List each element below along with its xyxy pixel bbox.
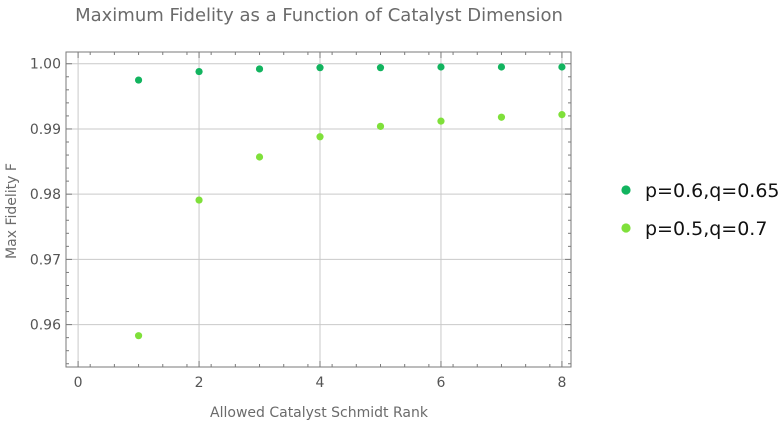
y-tick-label: 0.99 — [30, 122, 61, 138]
data-point-series-1 — [437, 63, 445, 71]
legend: p=0.6,q=0.65 p=0.5,q=0.7 — [621, 180, 780, 240]
axis-ticks: 0 2 4 6 8 0.96 0.97 0.98 0.99 1.00 — [30, 52, 571, 391]
y-tick-label: 1.00 — [30, 57, 61, 73]
x-tick-label: 6 — [437, 375, 446, 391]
data-point-series-2 — [376, 122, 385, 130]
data-point-series-2 — [437, 117, 445, 125]
y-tick-label: 0.96 — [30, 318, 61, 334]
y-tick-label: 0.97 — [30, 252, 61, 268]
legend-marker — [621, 185, 631, 195]
grid-lines — [66, 52, 571, 367]
x-tick-label: 4 — [316, 375, 325, 391]
x-tick-label: 0 — [74, 375, 83, 391]
x-axis-label: Allowed Catalyst Schmidt Rank — [210, 405, 429, 421]
data-point-series-2 — [255, 153, 264, 161]
data-points — [134, 63, 566, 340]
data-point-series-2 — [497, 113, 506, 121]
x-tick-label: 2 — [195, 375, 204, 391]
data-point-series-1 — [134, 76, 143, 84]
data-point-series-1 — [195, 67, 203, 76]
data-point-series-1 — [497, 63, 506, 71]
y-tick-label: 0.98 — [30, 187, 61, 203]
data-point-series-2 — [558, 111, 566, 119]
legend-label: p=0.5,q=0.7 — [645, 218, 767, 240]
data-point-series-1 — [316, 64, 324, 72]
x-tick-label: 8 — [557, 375, 566, 391]
data-point-series-2 — [316, 133, 324, 141]
data-point-series-2 — [134, 332, 143, 340]
plot-frame — [65, 51, 572, 368]
data-point-series-2 — [195, 196, 203, 204]
data-point-series-1 — [376, 64, 385, 72]
y-axis-label: Max Fidelity F — [4, 163, 20, 259]
data-point-series-1 — [558, 63, 566, 71]
chart-title: Maximum Fidelity as a Function of Cataly… — [75, 5, 563, 26]
legend-marker — [621, 223, 631, 233]
legend-label: p=0.6,q=0.65 — [645, 180, 780, 202]
data-point-series-1 — [255, 65, 264, 73]
